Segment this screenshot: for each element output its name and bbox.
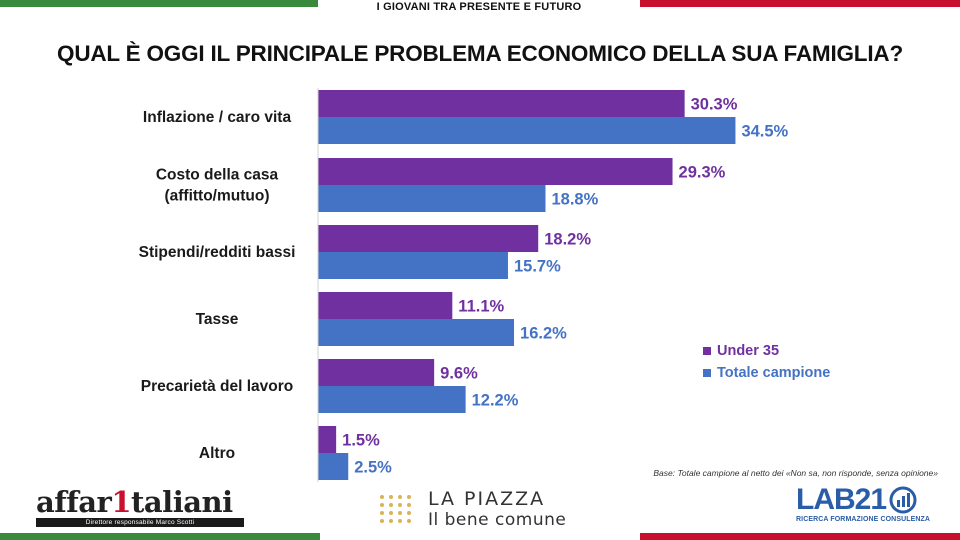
bar-under35	[318, 90, 685, 117]
chart-circle-icon	[889, 486, 917, 514]
affaritaliani-subtitle: Direttore responsabile Marco Scotti	[36, 518, 244, 527]
category-label: Inflazione / caro vita	[143, 109, 292, 126]
bar-totale	[318, 386, 466, 413]
lab21-subtitle: RICERCA FORMAZIONE CONSULENZA	[796, 516, 931, 523]
flag-strip-red-top	[640, 0, 960, 7]
flag-strip-green-top	[0, 0, 318, 7]
la-piazza-title: LA PIAZZA	[428, 488, 546, 510]
category-label: Costo della casa	[156, 167, 279, 184]
value-label-under35: 18.2%	[544, 231, 591, 249]
category-label: Precarietà del lavoro	[141, 378, 294, 395]
lab21-logo: LAB21 RICERCA FORMAZIONE CONSULENZA	[796, 483, 931, 524]
value-label-totale: 15.7%	[514, 258, 561, 276]
bar-totale	[318, 117, 736, 144]
value-label-under35: 30.3%	[691, 96, 738, 114]
bar-under35	[318, 426, 337, 453]
bar-totale	[318, 252, 508, 279]
legend-item-totale: Totale campione	[703, 362, 830, 384]
category-label: (affitto/mutuo)	[164, 188, 269, 205]
category-label: Altro	[199, 445, 235, 462]
value-label-under35: 9.6%	[440, 365, 478, 383]
value-label-under35: 1.5%	[342, 432, 380, 450]
affaritaliani-logo: affar1taliani Direttore responsabile Mar…	[36, 487, 244, 527]
value-label-totale: 16.2%	[520, 325, 567, 343]
bar-totale	[318, 185, 546, 212]
page-title: QUAL È OGGI IL PRINCIPALE PROBLEMA ECONO…	[57, 41, 903, 66]
bar-under35	[318, 292, 453, 319]
legend-item-under35: Under 35	[703, 340, 830, 362]
bar-totale	[318, 453, 349, 480]
bar-under35	[318, 158, 673, 185]
value-label-under35: 29.3%	[679, 164, 726, 182]
flag-strip-red-bottom	[640, 533, 960, 540]
affaritaliani-wordmark: affar1taliani	[36, 485, 233, 519]
legend-label-under35: Under 35	[717, 343, 780, 359]
value-label-totale: 12.2%	[472, 392, 519, 410]
top-strip-title: I GIOVANI TRA PRESENTE E FUTURO	[376, 1, 582, 13]
dots-grid-icon	[380, 495, 412, 523]
legend-swatch-under35	[703, 347, 711, 355]
base-note: Base: Totale campione al netto dei «Non …	[653, 468, 938, 478]
legend-swatch-totale	[703, 369, 711, 377]
category-label: Tasse	[196, 311, 239, 328]
lab21-wordmark: LAB21	[796, 483, 887, 516]
bar-under35	[318, 225, 539, 252]
value-label-totale: 18.8%	[551, 191, 598, 209]
bar-totale	[318, 319, 515, 346]
la-piazza-subtitle: Il bene comune	[428, 510, 567, 530]
value-label-totale: 2.5%	[354, 459, 392, 477]
la-piazza-logo: LA PIAZZA Il bene comune	[380, 488, 566, 530]
bar-under35	[318, 359, 435, 386]
legend-label-totale: Totale campione	[717, 365, 831, 381]
chart-legend: Under 35 Totale campione	[703, 340, 830, 384]
flag-strip-green-bottom	[0, 533, 320, 540]
value-label-totale: 34.5%	[741, 123, 788, 141]
category-label: Stipendi/redditi bassi	[139, 244, 296, 261]
value-label-under35: 11.1%	[458, 298, 504, 316]
